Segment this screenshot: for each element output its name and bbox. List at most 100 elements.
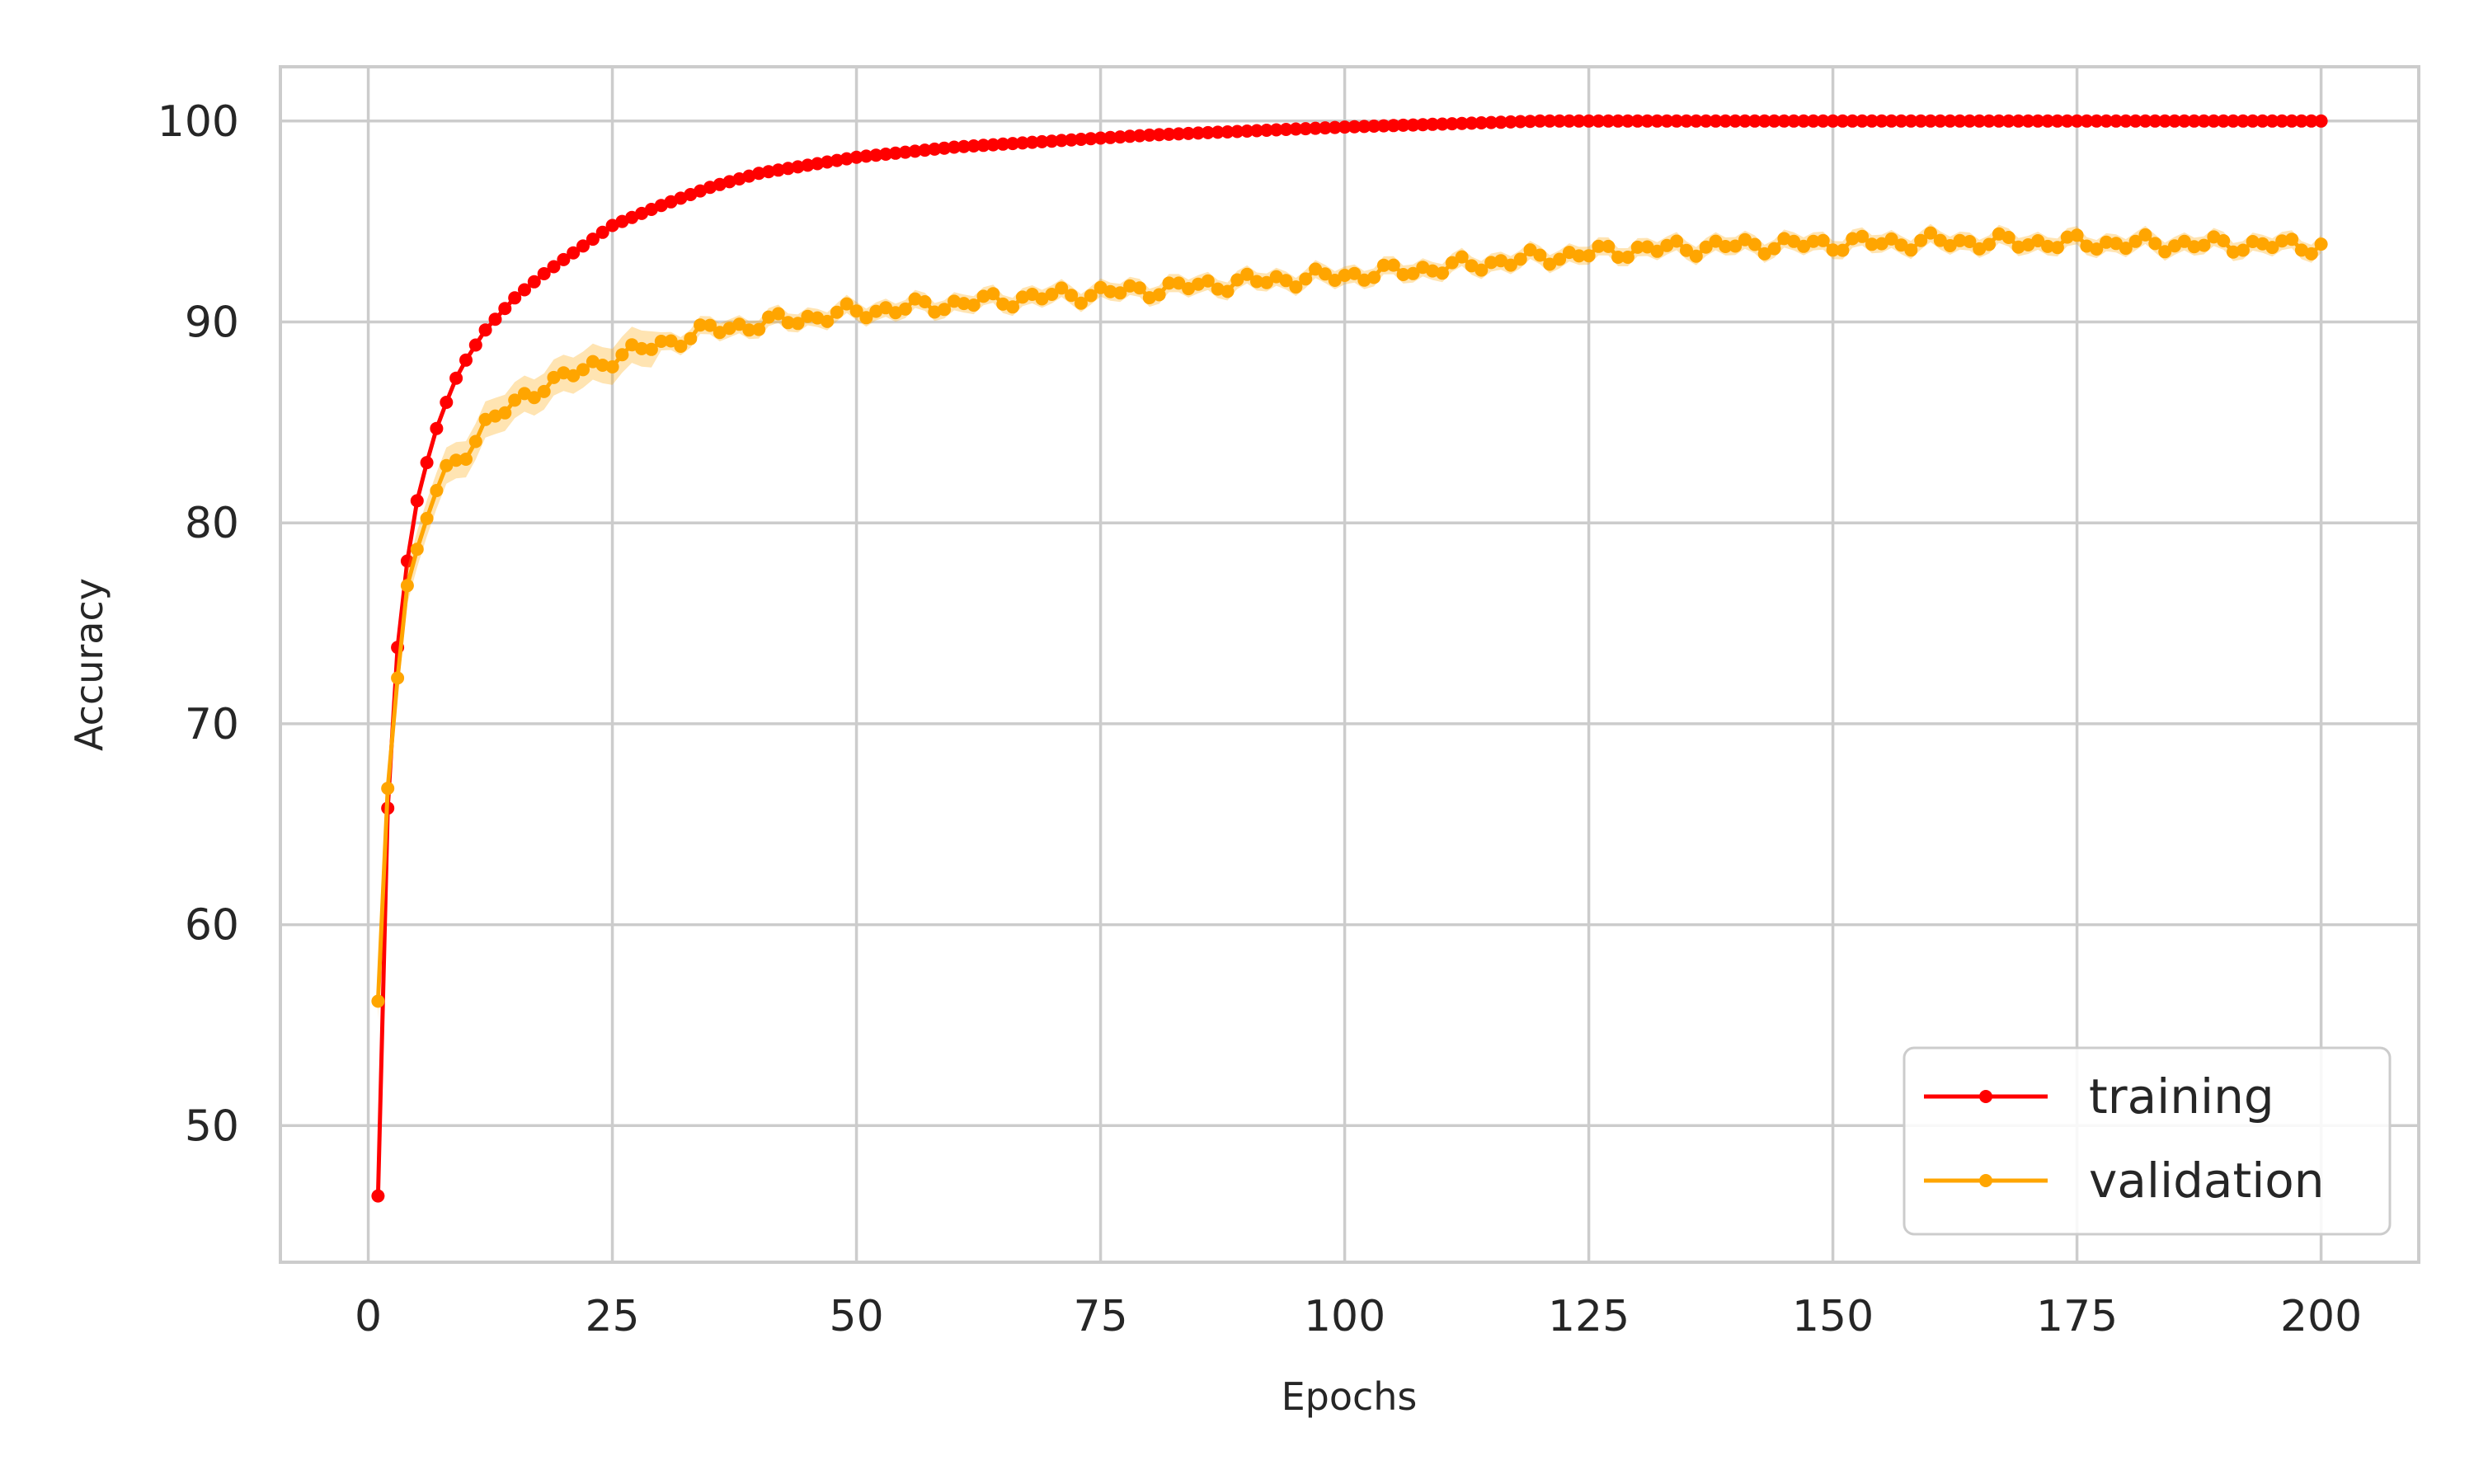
training-point <box>1963 114 1977 128</box>
training-point <box>2314 114 2328 128</box>
validation-point <box>1953 233 1967 247</box>
validation-point <box>1572 249 1586 263</box>
training-point <box>1757 114 1771 128</box>
validation-point <box>1650 244 1664 258</box>
training-point <box>537 267 551 280</box>
y-tick-label: 100 <box>158 97 239 147</box>
validation-point <box>986 287 1000 301</box>
validation-point <box>2197 238 2211 252</box>
training-point <box>449 371 463 385</box>
training-point <box>410 494 424 508</box>
training-point <box>1367 120 1381 133</box>
training-point <box>801 158 815 172</box>
validation-point <box>2070 228 2084 242</box>
training-point <box>1455 116 1469 130</box>
training-point <box>1719 114 1733 128</box>
validation-point <box>2090 242 2104 256</box>
training-point <box>2168 114 2181 128</box>
training-point <box>1953 114 1967 128</box>
training-point <box>1348 120 1362 134</box>
validation-point <box>468 434 482 448</box>
training-point <box>1709 114 1723 128</box>
legend-training-marker <box>1979 1090 1992 1103</box>
training-point <box>830 153 844 167</box>
training-point <box>2100 114 2114 128</box>
validation-point <box>1943 239 1957 252</box>
training-point <box>2031 114 2045 128</box>
training-point <box>488 312 502 326</box>
validation-point <box>1553 252 1567 266</box>
validation-point <box>1230 273 1244 287</box>
validation-point <box>752 322 766 336</box>
training-point <box>1259 124 1273 137</box>
training-point <box>1250 124 1263 138</box>
validation-point <box>1132 281 1146 295</box>
training-point <box>1620 114 1634 128</box>
validation-point <box>1543 257 1557 271</box>
training-point <box>2207 114 2221 128</box>
training-point <box>1943 114 1957 128</box>
training-point <box>1767 114 1781 128</box>
validation-point <box>1318 267 1332 281</box>
training-point <box>1836 114 1850 128</box>
validation-point <box>1074 296 1088 310</box>
validation-point <box>703 318 717 332</box>
training-point <box>762 165 775 179</box>
validation-point <box>1396 268 1410 281</box>
validation-point <box>1162 276 1176 290</box>
training-point <box>1416 118 1430 132</box>
validation-point <box>381 782 395 796</box>
training-point <box>468 338 482 352</box>
training-point <box>1689 114 1703 128</box>
validation-point <box>1367 270 1381 284</box>
validation-point <box>2217 234 2231 247</box>
training-point <box>2304 114 2318 128</box>
validation-point <box>830 305 844 319</box>
training-point <box>1562 114 1576 128</box>
validation-point <box>1182 282 1196 296</box>
validation-point <box>742 323 756 337</box>
validation-point <box>1582 249 1596 263</box>
validation-point <box>2158 245 2172 259</box>
training-point <box>518 283 531 297</box>
training-point <box>1894 114 1908 128</box>
training-point <box>840 152 854 166</box>
validation-point <box>1670 234 1684 248</box>
validation-point <box>1494 254 1507 268</box>
validation-point <box>2285 232 2299 247</box>
validation-point <box>2100 235 2114 249</box>
y-axis-label: Accuracy <box>67 578 111 751</box>
training-point <box>859 149 873 163</box>
validation-point <box>449 453 463 467</box>
training-point <box>1826 114 1840 128</box>
validation-point <box>2227 245 2240 259</box>
training-point <box>1475 116 1489 129</box>
training-point <box>2080 114 2094 128</box>
validation-point <box>1533 248 1547 262</box>
training-point <box>1211 125 1225 139</box>
validation-point <box>2275 234 2289 248</box>
training-point <box>781 162 795 176</box>
y-tick-label: 70 <box>185 700 239 749</box>
training-point <box>2158 114 2172 128</box>
validation-point <box>1484 256 1498 270</box>
training-point <box>1182 126 1196 140</box>
training-point <box>1553 114 1567 128</box>
training-point <box>1904 114 1918 128</box>
validation-point <box>1455 250 1469 264</box>
training-point <box>1797 114 1811 128</box>
training-point <box>508 291 522 305</box>
training-point <box>1465 116 1479 130</box>
training-point <box>957 139 971 153</box>
training-point <box>2001 114 2015 128</box>
training-point <box>1045 134 1059 148</box>
training-point <box>928 142 942 156</box>
validation-point <box>1738 232 1752 247</box>
training-point <box>1240 124 1254 138</box>
validation-point <box>1299 272 1313 286</box>
training-point <box>1602 114 1616 128</box>
training-point <box>1309 121 1323 135</box>
validation-point <box>2236 243 2250 257</box>
x-tick-label: 50 <box>829 1292 883 1341</box>
validation-point <box>2138 228 2152 242</box>
